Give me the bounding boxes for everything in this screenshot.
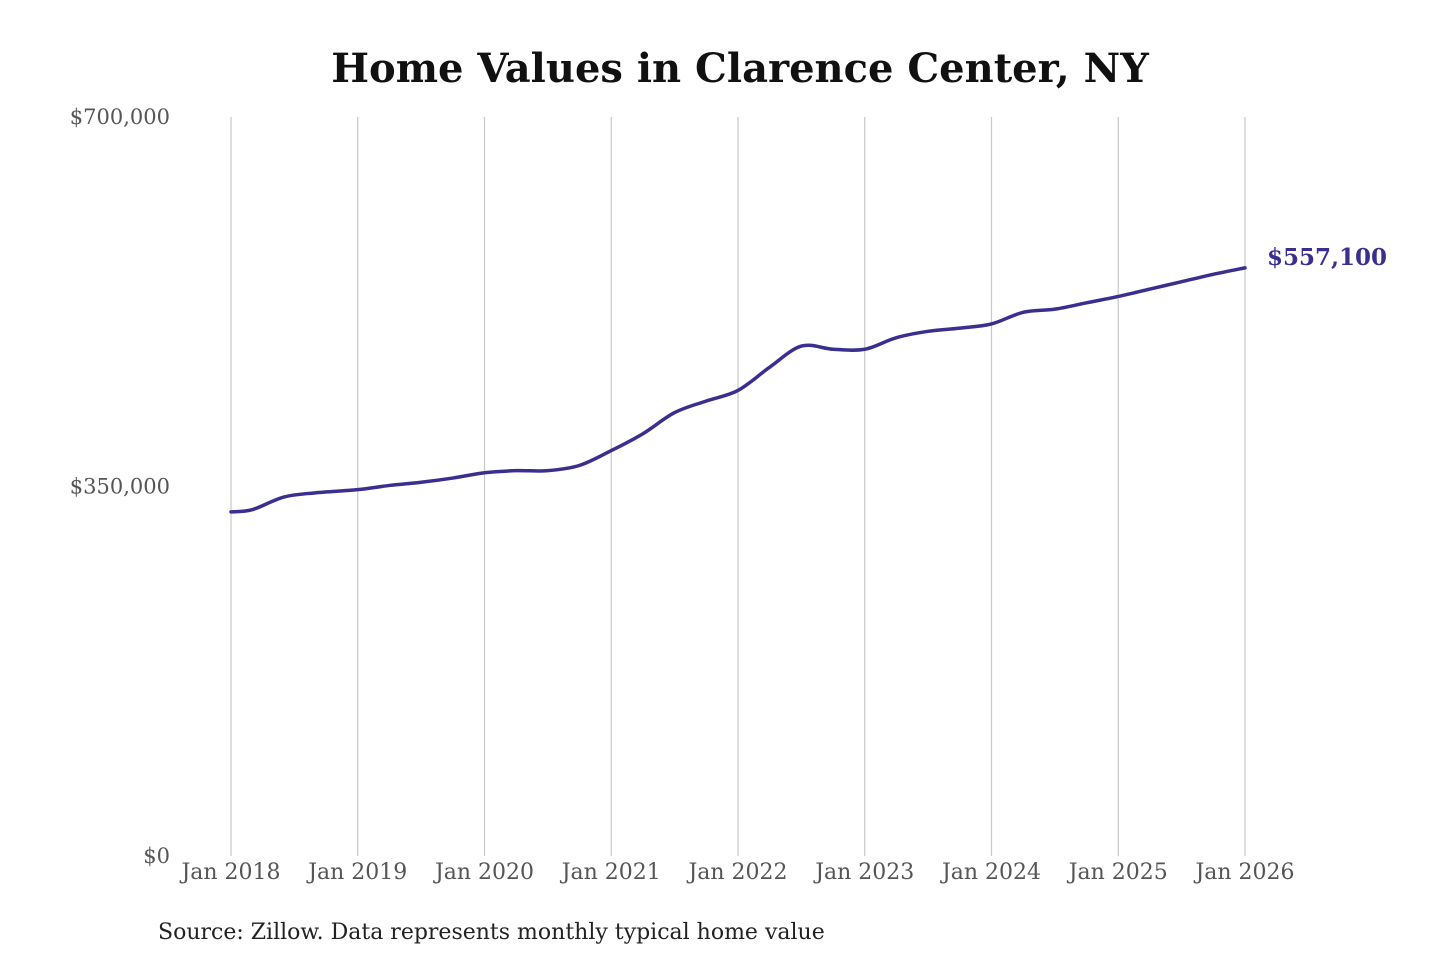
x-axis-ticks: Jan 2018 Jan 2019 Jan 2020 Jan 2021 Jan 2022…	[179, 860, 1294, 885]
end-value-label: $557,100	[1267, 244, 1387, 271]
x-tick-label: Jan 2023	[813, 860, 914, 885]
y-axis-ticks: $700,000 $350,000 $0	[70, 105, 170, 868]
x-tick-label: Jan 2022	[686, 860, 787, 885]
x-tick-label: Jan 2018	[179, 860, 280, 885]
y-tick-label: $0	[143, 844, 170, 868]
x-tick-label: Jan 2021	[560, 860, 661, 885]
y-tick-label: $700,000	[70, 105, 170, 129]
x-tick-label: Jan 2020	[433, 860, 534, 885]
source-note: Source: Zillow. Data represents monthly …	[158, 920, 825, 945]
x-tick-label: Jan 2025	[1067, 860, 1168, 885]
y-tick-label: $350,000	[70, 475, 170, 499]
x-tick-label: Jan 2026	[1193, 860, 1294, 885]
x-tick-label: Jan 2019	[306, 860, 407, 885]
chart-title: Home Values in Clarence Center, NY	[331, 45, 1149, 92]
x-tick-label: Jan 2024	[940, 860, 1041, 885]
grid-lines	[230, 117, 1246, 856]
series-line	[229, 266, 1247, 514]
